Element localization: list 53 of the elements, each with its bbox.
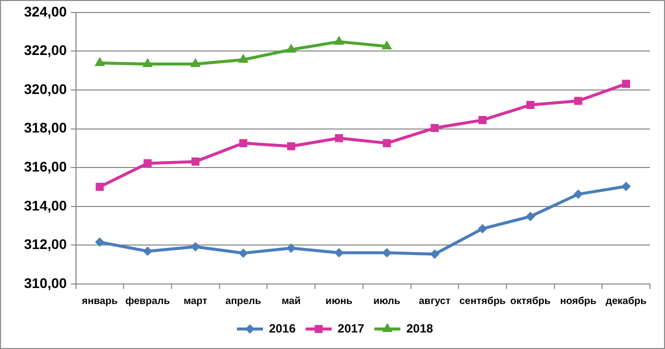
point [190,242,200,252]
x-tick-label: ноябрь [560,296,596,307]
point [143,246,152,256]
x-tick-label: декабрь [606,296,647,307]
point [238,54,248,63]
point [478,116,487,124]
point [622,80,630,88]
y-tick-label: 320,00 [24,80,68,97]
point [95,238,104,247]
point [287,142,296,150]
legend-label: 2016 [268,321,296,336]
x-tick-label: март [184,296,208,307]
point [430,250,440,259]
y-tick-label: 310,00 [24,274,68,291]
point [574,96,582,105]
point [286,44,296,53]
point [238,248,248,258]
y-tick-label: 322,00 [24,42,68,58]
point [574,190,583,199]
legend-label: 2017 [338,321,365,336]
point [382,139,391,148]
point [190,58,200,68]
x-tick-label: февраль [125,296,170,307]
point [526,100,534,109]
point [239,139,248,148]
point [478,224,488,234]
legend-label: 2018 [406,321,434,336]
y-tick-label: 312,00 [24,236,68,252]
point [334,36,344,45]
point [622,182,631,191]
point [334,248,344,258]
point [142,58,152,68]
x-tick-label: октябрь [510,296,551,307]
point [526,212,535,221]
point [382,40,392,50]
x-tick-label: январь [82,296,118,307]
x-tick-label: сентябрь [459,296,506,307]
point [286,244,296,253]
y-tick-label: 324,00 [24,3,68,20]
y-tick-label: 318,00 [24,120,68,136]
point [94,58,105,66]
x-tick-label: август [418,296,451,307]
y-tick-label: 314,00 [24,197,68,214]
point [334,134,344,142]
point [96,182,104,191]
y-tick-label: 316,00 [24,158,68,174]
x-tick-label: май [282,296,301,307]
x-tick-label: апрель [225,296,262,307]
point [191,158,200,166]
point [144,159,152,168]
point [430,124,439,132]
x-tick-label: июнь [326,296,352,307]
x-tick-label: июль [373,296,400,307]
